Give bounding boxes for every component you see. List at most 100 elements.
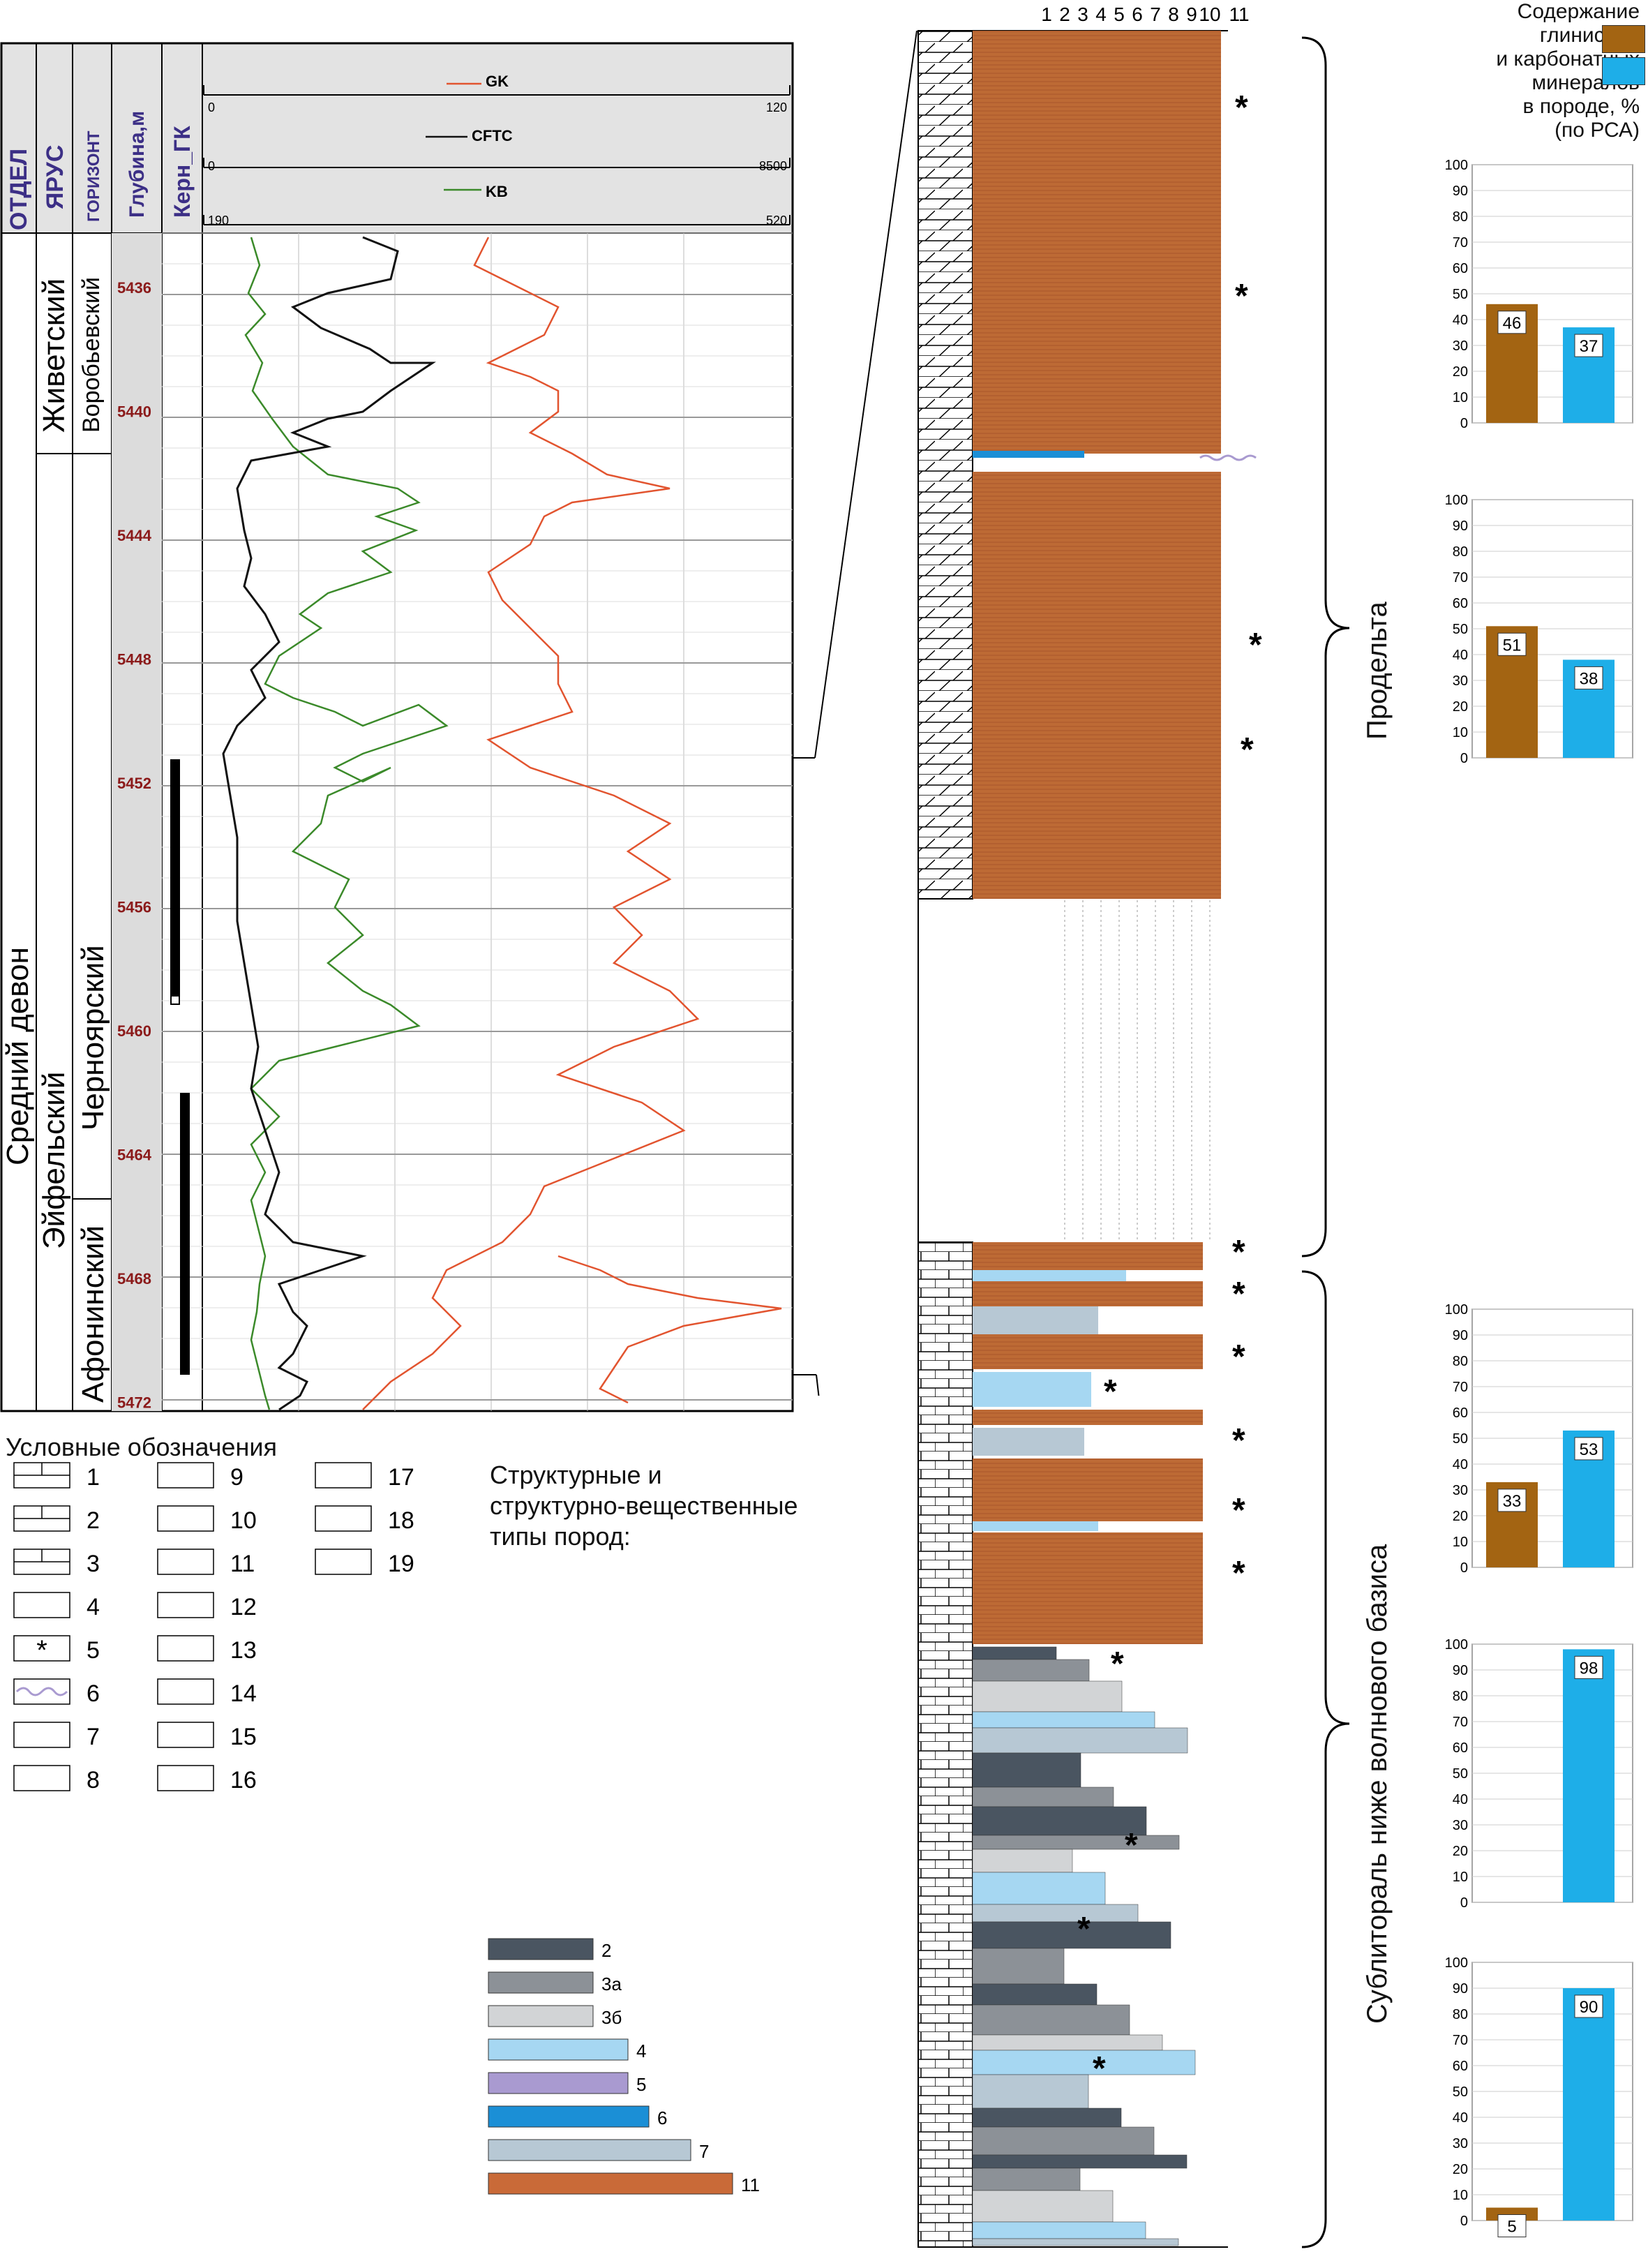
y-tick: 30 [1453, 1483, 1468, 1498]
y-tick: 80 [1453, 1689, 1468, 1704]
legend-number: 17 [388, 1464, 414, 1491]
legend-item: 10 [157, 1505, 257, 1534]
facies-prodelta: Продельта [1362, 602, 1393, 740]
y-tick: 90 [1453, 1663, 1468, 1678]
y-tick: 0 [1460, 751, 1468, 766]
legend-number: 4 [87, 1594, 100, 1620]
caption-line-5: в породе, % [1522, 95, 1640, 118]
bar-value: 33 [1503, 1492, 1522, 1511]
legend-number: 16 [230, 1767, 257, 1793]
type-swatch [488, 1971, 594, 1994]
bar-value: 46 [1503, 314, 1522, 333]
legend-number: 18 [388, 1507, 414, 1534]
legend-number: 7 [87, 1724, 100, 1750]
kb-curve [244, 237, 449, 1410]
log-grid [298, 233, 684, 1411]
type-swatch [488, 2072, 629, 2094]
type-swatch [488, 2172, 733, 2195]
bar-value: 38 [1580, 669, 1598, 688]
type-label: 3а [601, 1974, 622, 1994]
y-tick: 30 [1453, 1818, 1468, 1833]
type-label: 11 [741, 2174, 760, 2195]
legend-item: 4 [13, 1592, 100, 1620]
strat-yarus-eifel: Эйфельский [37, 1072, 71, 1249]
y-tick: 10 [1453, 2188, 1468, 2203]
rock-types: 2 3а 3б 4 56 7 11 [488, 1938, 760, 2195]
svg-text:*: * [1104, 1373, 1117, 1410]
legend-item: 15 [157, 1722, 257, 1750]
header-horizont: ГОРИЗОНТ [84, 130, 103, 222]
legend-item: 12 [157, 1592, 257, 1620]
curve-kb-name: KB [486, 183, 508, 200]
svg-text:*: * [1232, 1234, 1245, 1271]
y-tick: 100 [1445, 1955, 1468, 1971]
curve-cftc-max: 8500 [759, 159, 787, 173]
depth-label: 5448 [117, 651, 151, 669]
caption-line-6: (по РСА) [1555, 119, 1640, 142]
column-number: 9 [1186, 3, 1197, 25]
y-tick: 10 [1453, 1535, 1468, 1550]
y-tick: 80 [1453, 544, 1468, 560]
legend-number: 14 [230, 1680, 257, 1707]
svg-text:*: * [1232, 1338, 1245, 1375]
svg-text:*: * [1077, 1911, 1091, 1948]
column-number: 1 [1041, 3, 1052, 25]
depth-label: 5460 [117, 1022, 151, 1040]
type-label: 4 [636, 2041, 646, 2061]
column-number: 6 [1132, 3, 1143, 25]
y-tick: 70 [1453, 570, 1468, 585]
bar-value: 5 [1507, 2218, 1516, 2237]
svg-text:*: * [1093, 2050, 1106, 2087]
legend-item: 3 [13, 1549, 100, 1577]
legend-item: 13 [157, 1635, 257, 1664]
y-tick: 20 [1453, 364, 1468, 380]
gk-curve-lower [557, 1255, 782, 1404]
svg-text:*: * [1232, 1555, 1245, 1592]
depth-label: 5444 [117, 527, 152, 544]
bar [1563, 1988, 1615, 2221]
svg-text:*: * [1235, 278, 1248, 315]
legend-item: 18 [315, 1505, 414, 1534]
y-tick: 60 [1453, 596, 1468, 611]
y-tick: 20 [1453, 1509, 1468, 1524]
y-tick: 100 [1445, 158, 1468, 173]
legend-number: 1 [87, 1464, 100, 1491]
gk-curve [362, 237, 700, 1410]
y-tick: 40 [1453, 1792, 1468, 1807]
svg-text:*: * [1249, 627, 1262, 664]
header-yarus: ЯРУС [42, 145, 68, 209]
y-tick: 90 [1453, 184, 1468, 199]
depth-label: 5436 [117, 279, 151, 297]
mineral-chart: 0 10 20 30 40 50 60 70 80 90 100 98 [1445, 1637, 1633, 1911]
y-tick: 90 [1453, 1328, 1468, 1343]
type-swatch [488, 2139, 691, 2161]
column-number: 3 [1077, 3, 1088, 25]
y-tick: 40 [1453, 648, 1468, 663]
legend-item: 2 [13, 1505, 100, 1534]
column-number: 5 [1114, 3, 1125, 25]
curve-gk-min: 0 [208, 100, 215, 114]
y-tick: 60 [1453, 1740, 1468, 1756]
y-tick: 30 [1453, 2136, 1468, 2151]
legend-number: 19 [388, 1551, 414, 1577]
strat-horizont-chernoyar: Черноярский [76, 945, 110, 1131]
svg-text:*: * [1125, 1827, 1138, 1864]
legend-item: 17 [315, 1462, 414, 1491]
curve-scales [203, 82, 791, 225]
types-title: Структурные и структурно-вещественные ти… [490, 1460, 798, 1552]
y-tick: 100 [1445, 1637, 1468, 1652]
svg-text:*: * [1235, 89, 1248, 126]
curve-kb-max: 520 [766, 214, 787, 227]
mineral-chart: 0 10 20 30 40 50 60 70 80 90 100 33 53 [1445, 1302, 1633, 1576]
column-number: 2 [1059, 3, 1070, 25]
core-interval [170, 759, 180, 1005]
legend-number: 12 [230, 1594, 257, 1620]
legend-item: 7 [13, 1722, 100, 1750]
depth-labels: 5436 5440 5444 5448 5452 5456 5460 5464 5468 5472… [117, 279, 152, 1412]
facies-braces [1301, 36, 1350, 2248]
y-tick: 20 [1453, 1844, 1468, 1859]
legend-item: 14 [157, 1678, 257, 1707]
zoom-connectors [793, 30, 917, 1396]
y-tick: 80 [1453, 1354, 1468, 1369]
legend-number: 10 [230, 1507, 257, 1534]
